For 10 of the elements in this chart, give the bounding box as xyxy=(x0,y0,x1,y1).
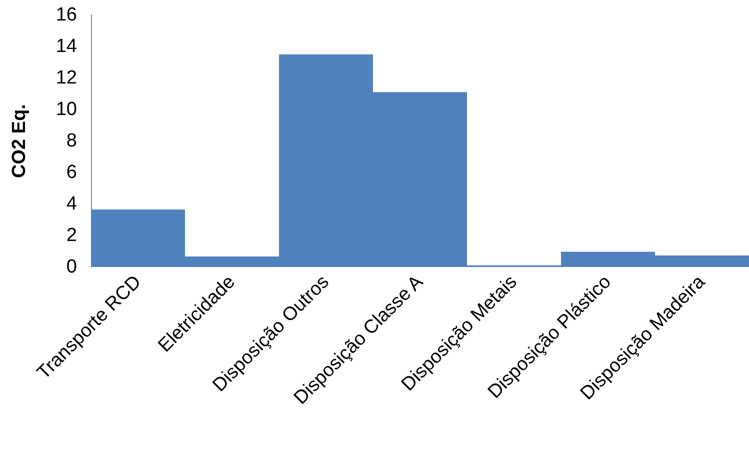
y-tick-label: 4 xyxy=(66,194,78,214)
y-axis-title: CO2 Eq. xyxy=(9,104,30,178)
y-tick-label: 8 xyxy=(66,130,77,152)
y-tick-label: 16 xyxy=(56,4,77,26)
y-tick-label: 6 xyxy=(66,162,77,183)
y-tick-label: 12 xyxy=(56,68,77,88)
y-tick-label: 10 xyxy=(56,99,77,120)
y-tick-label: 2 xyxy=(66,225,77,246)
y-tick-label: 14 xyxy=(56,36,78,57)
y-tick-label: 0 xyxy=(66,256,77,278)
